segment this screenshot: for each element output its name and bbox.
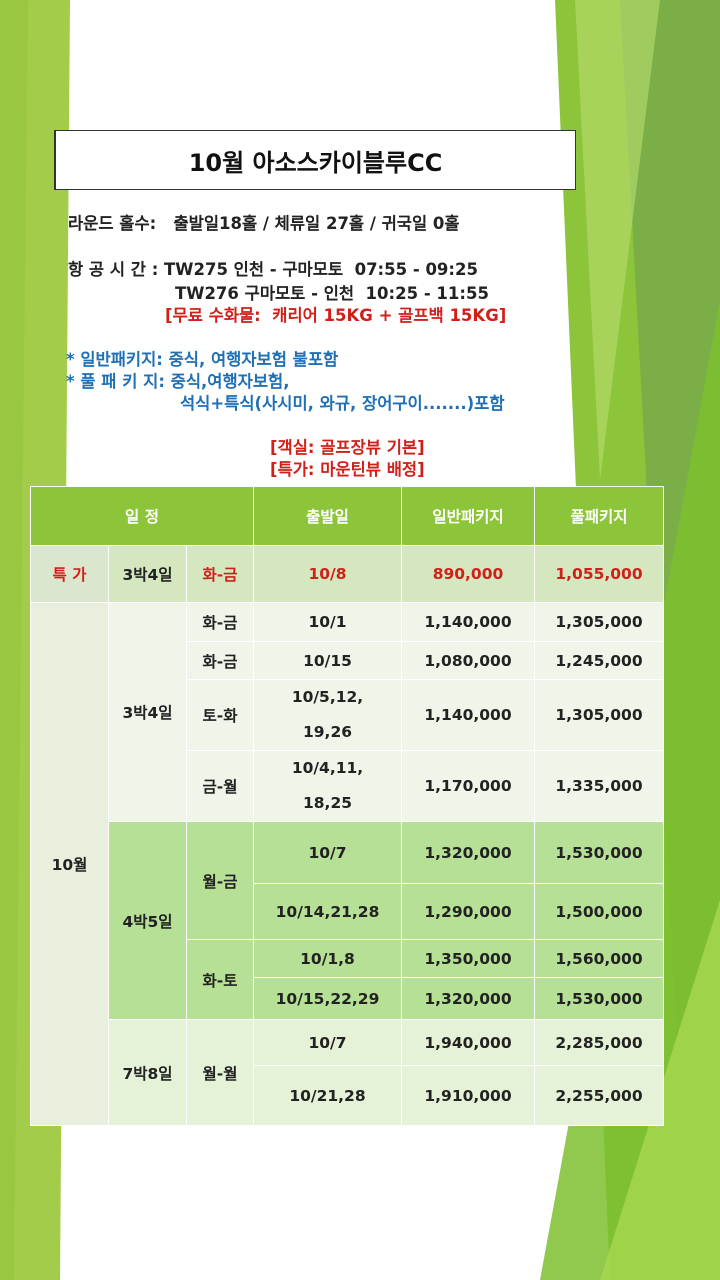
days-cell: 금-월	[186, 750, 254, 822]
date-cell: 10/7	[253, 1019, 402, 1066]
special-room-info: [특가: 마운틴뷰 배정]	[270, 460, 425, 479]
full-package-info-detail: 석식+특식(사시미, 와규, 장어구이.......)포함	[180, 394, 505, 413]
date-line-2: 18,25	[302, 794, 353, 812]
table-row: 7박8일 월-월 10/7 1,940,000 2,285,000	[30, 1019, 664, 1126]
special-row: 특 가 3박4일 화-금 10/8 890,000 1,055,000	[30, 545, 664, 603]
special-full-price: 1,055,000	[534, 545, 664, 603]
room-info: [객실: 골프장뷰 기본]	[270, 438, 425, 457]
full-price-cell: 1,500,000	[534, 883, 664, 940]
basic-package-info: * 일반패키지: 중식, 여행자보험 불포함	[66, 350, 339, 369]
table-row: 4박5일 월-금 10/7 1,320,000 1,530,000	[30, 821, 664, 1020]
header-schedule: 일 정	[30, 486, 254, 546]
days-cell: 월-월	[186, 1019, 254, 1126]
date-cell: 10/1,8	[253, 939, 402, 978]
special-label: 특 가	[30, 545, 109, 603]
date-line-1: 10/5,12,	[291, 688, 364, 706]
days-cell: 화-토	[186, 939, 254, 1020]
date-cell: 10/15	[253, 641, 402, 680]
basic-price-cell: 1,320,000	[401, 821, 535, 884]
date-cell: 10/15,22,29	[253, 977, 402, 1020]
full-price-cell: 1,560,000	[534, 939, 664, 978]
date-cell: 10/4,11, 18,25	[253, 750, 402, 822]
full-price-cell: 1,245,000	[534, 641, 664, 680]
table-row: 10월 3박4일 화-금 10/1 1,140,000 1,305,000	[30, 602, 664, 1126]
date-cell: 10/5,12, 19,26	[253, 679, 402, 751]
full-price-cell: 1,530,000	[534, 977, 664, 1020]
flight-info-return: TW276 구마모토 - 인천 10:25 - 11:55	[175, 284, 489, 303]
full-price-cell: 1,530,000	[534, 821, 664, 884]
basic-price-cell: 1,320,000	[401, 977, 535, 1020]
price-table: 일 정 출발일 일반패키지 풀패키지 특 가 3박4일 화-금 10/8 890…	[30, 486, 664, 1126]
header-departure: 출발일	[253, 486, 402, 546]
basic-price-cell: 1,140,000	[401, 679, 535, 751]
days-cell: 화-금	[186, 602, 254, 642]
table-header: 일 정 출발일 일반패키지 풀패키지	[30, 486, 664, 546]
duration-cell: 3박4일	[108, 602, 187, 822]
month-cell: 10월	[30, 602, 109, 1126]
date-line-2: 19,26	[302, 723, 353, 741]
days-cell: 화-금	[186, 641, 254, 680]
basic-price-cell: 1,940,000	[401, 1019, 535, 1066]
basic-price-cell: 1,170,000	[401, 750, 535, 822]
duration-cell: 7박8일	[108, 1019, 187, 1126]
special-duration: 3박4일	[108, 545, 187, 603]
basic-price-cell: 1,140,000	[401, 602, 535, 642]
full-price-cell: 2,255,000	[534, 1065, 664, 1126]
full-price-cell: 1,305,000	[534, 679, 664, 751]
page-title: 10월 아소스카이블루CC	[54, 130, 576, 190]
date-cell: 10/7	[253, 821, 402, 884]
flight-info-outbound: 항 공 시 간 : TW275 인천 - 구마모토 07:55 - 09:25	[68, 260, 478, 279]
basic-price-cell: 1,910,000	[401, 1065, 535, 1126]
date-cell: 10/21,28	[253, 1065, 402, 1126]
basic-price-cell: 1,080,000	[401, 641, 535, 680]
special-days: 화-금	[186, 545, 254, 603]
date-line-1: 10/4,11,	[291, 759, 364, 777]
full-price-cell: 2,285,000	[534, 1019, 664, 1066]
days-cell: 토-화	[186, 679, 254, 751]
full-price-cell: 1,335,000	[534, 750, 664, 822]
date-cell: 10/1	[253, 602, 402, 642]
special-date: 10/8	[253, 545, 402, 603]
basic-price-cell: 1,290,000	[401, 883, 535, 940]
duration-cell: 4박5일	[108, 821, 187, 1020]
basic-price-cell: 1,350,000	[401, 939, 535, 978]
baggage-info: [무료 수화물: 캐리어 15KG + 골프백 15KG]	[165, 306, 507, 325]
days-cell: 월-금	[186, 821, 254, 940]
full-price-cell: 1,305,000	[534, 602, 664, 642]
special-basic-price: 890,000	[401, 545, 535, 603]
rounds-info: 라운드 홀수: 출발일18홀 / 체류일 27홀 / 귀국일 0홀	[68, 214, 460, 233]
header-full-package: 풀패키지	[534, 486, 664, 546]
full-package-info: * 풀 패 키 지: 중식,여행자보험,	[66, 372, 290, 391]
date-cell: 10/14,21,28	[253, 883, 402, 940]
header-basic-package: 일반패키지	[401, 486, 535, 546]
